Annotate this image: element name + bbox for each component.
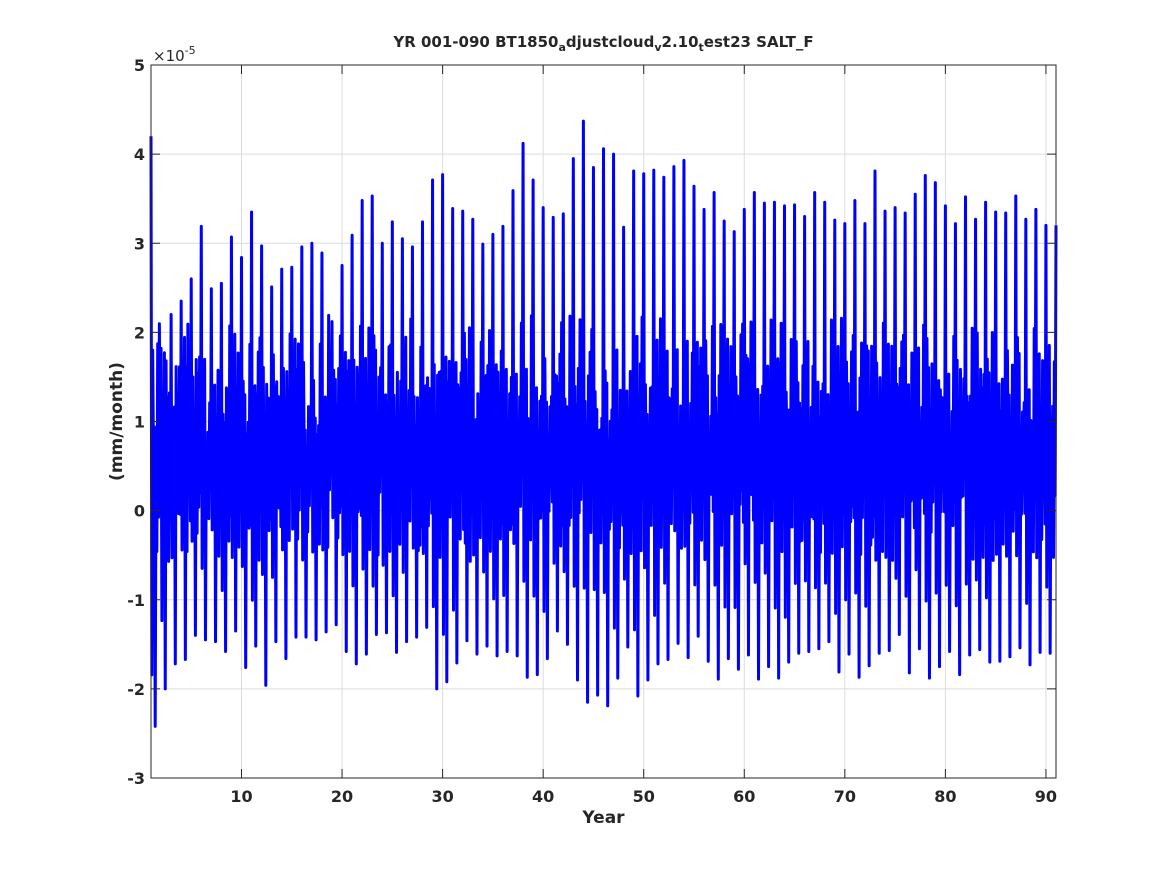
y-tick-label: -1: [127, 591, 145, 610]
x-tick-label: 50: [633, 787, 655, 806]
y-tick-label: 2: [134, 323, 145, 342]
x-tick-label: 10: [230, 787, 252, 806]
y-tick-label: 1: [134, 413, 145, 432]
title-segment: djustcloud: [566, 33, 654, 51]
series-group: [149, 119, 1058, 728]
x-tick-labels: 10 20 30 40 50 60 70 80 90: [230, 787, 1057, 806]
title-segment: 2.10: [662, 33, 699, 51]
title-subscript: v: [654, 41, 662, 54]
y-tick-labels: -3 -2 -1 0 1 2 3 4 5: [127, 56, 145, 788]
y-tick-label: -2: [127, 680, 145, 699]
y-exponent-power: -5: [185, 44, 196, 57]
y-tick-label: -3: [127, 769, 145, 788]
x-tick-label: 60: [733, 787, 755, 806]
x-tick-label: 70: [834, 787, 856, 806]
title-segment: est23 SALT_F: [704, 33, 814, 51]
tick-marks: [151, 64, 1056, 779]
y-exponent-base: ×10: [153, 47, 185, 65]
x-axis-label: Year: [581, 808, 625, 828]
y-axis-label: (mm/month): [107, 362, 127, 481]
x-tick-label: 90: [1035, 787, 1057, 806]
x-tick-label: 40: [532, 787, 554, 806]
y-tick-label: 4: [134, 145, 145, 164]
x-tick-label: 80: [934, 787, 956, 806]
title-segment: YR 001-090 BT1850: [392, 33, 558, 51]
x-tick-label: 30: [431, 787, 453, 806]
y-tick-label: 0: [134, 502, 145, 521]
title-subscript: t: [699, 41, 704, 54]
x-tick-label: 20: [331, 787, 353, 806]
title-subscript: a: [558, 41, 565, 54]
y-tick-label: 5: [134, 56, 145, 75]
chart-title: YR 001-090 BT1850adjustcloudv2.10test23 …: [392, 33, 813, 54]
y-tick-label: 3: [134, 234, 145, 253]
series-line: [149, 119, 1058, 728]
y-axis-exponent: ×10-5: [153, 44, 196, 65]
